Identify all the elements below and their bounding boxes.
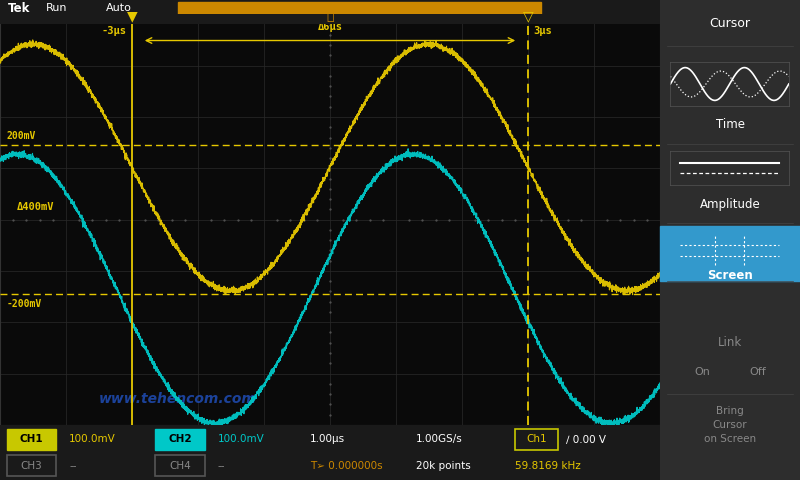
Text: Screen: Screen: [707, 269, 753, 282]
Text: --: --: [70, 461, 77, 471]
Text: ▽: ▽: [522, 9, 534, 23]
Text: Cursor: Cursor: [710, 17, 750, 30]
Text: Amplitude: Amplitude: [700, 198, 760, 211]
Text: Δ6μs: Δ6μs: [318, 22, 342, 32]
Text: CH2: CH2: [168, 434, 192, 444]
Text: CH4: CH4: [169, 461, 190, 471]
Text: CH3: CH3: [21, 461, 42, 471]
Bar: [155, 455, 205, 476]
Text: Δ400mV: Δ400mV: [17, 202, 54, 212]
Text: 100.0mV: 100.0mV: [218, 434, 265, 444]
Text: --: --: [218, 461, 226, 471]
Text: 200mV: 200mV: [6, 131, 36, 141]
Bar: [178, 2, 542, 15]
Text: www.tehencom.com: www.tehencom.com: [99, 392, 257, 406]
Text: Off: Off: [750, 367, 766, 377]
Text: Tek: Tek: [8, 2, 30, 15]
Text: Time: Time: [715, 118, 745, 131]
Text: 100.0mV: 100.0mV: [70, 434, 116, 444]
Bar: [660, 226, 800, 281]
Text: -3μs: -3μs: [102, 25, 126, 36]
Text: Run: Run: [46, 3, 68, 13]
Text: T➢ 0.000000s: T➢ 0.000000s: [310, 461, 383, 471]
Text: Link: Link: [718, 336, 742, 349]
Bar: [6, 455, 56, 476]
Text: 1.00μs: 1.00μs: [310, 434, 346, 444]
Text: 20k points: 20k points: [416, 461, 470, 471]
Bar: [515, 429, 558, 450]
Text: On: On: [694, 367, 710, 377]
Text: CH1: CH1: [19, 434, 43, 444]
Text: ⬦: ⬦: [326, 10, 334, 23]
Bar: [155, 429, 205, 450]
Text: Ch1: Ch1: [526, 434, 546, 444]
Text: 59.8169 kHz: 59.8169 kHz: [515, 461, 581, 471]
Text: -200mV: -200mV: [6, 299, 42, 309]
Text: ▼: ▼: [126, 9, 138, 23]
Text: 1.00GS/s: 1.00GS/s: [416, 434, 462, 444]
Text: Bring
Cursor
on Screen: Bring Cursor on Screen: [704, 406, 756, 444]
Text: ∕ 0.00 V: ∕ 0.00 V: [566, 434, 606, 444]
Bar: [6, 429, 56, 450]
Text: 3μs: 3μs: [534, 25, 552, 36]
Text: Auto: Auto: [106, 3, 131, 13]
